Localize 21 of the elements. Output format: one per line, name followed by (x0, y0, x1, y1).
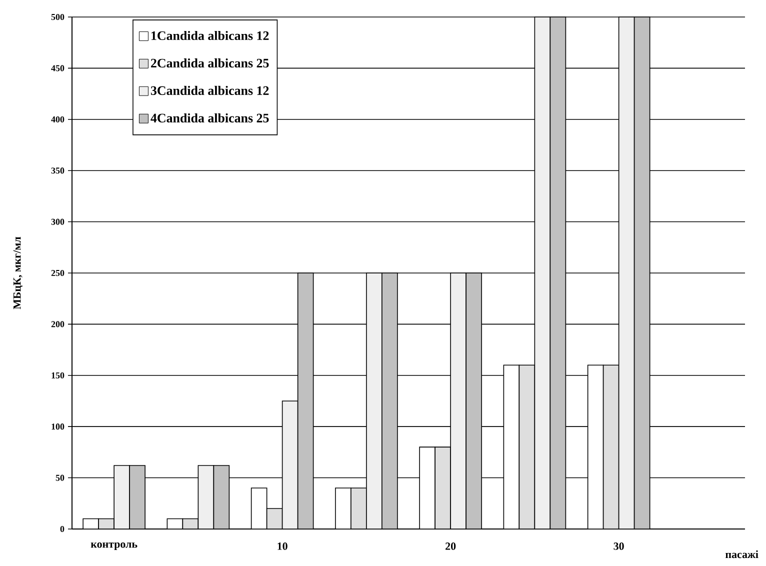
legend-label: 3Candida albicans 12 (150, 86, 269, 95)
y-axis-title: МБцК, мкг/мл (13, 236, 23, 310)
y-tick-label: 450 (51, 65, 64, 72)
y-tick-label: 400 (51, 116, 64, 122)
legend-label: 4Candida albicans 25 (150, 113, 269, 122)
y-tick-label: 200 (51, 321, 64, 328)
y-tick-label: 350 (51, 168, 64, 174)
x-tick-label: контроль (90, 542, 138, 550)
x-tick-label: 30 (614, 542, 624, 550)
x-tick-label: 10 (278, 542, 288, 550)
y-tick-label: 150 (52, 372, 64, 378)
x-axis-title: пасажі (726, 550, 758, 558)
y-tick-label: 0 (60, 526, 64, 532)
legend-label: 2Candida albicans 25 (151, 58, 269, 68)
y-tick-label: 500 (51, 14, 64, 20)
y-tick-label: 250 (51, 270, 64, 276)
y-tick-label: 100 (52, 424, 64, 430)
legend-label: 1Candida albicans 12 (151, 30, 269, 40)
x-tick-label: 20 (446, 542, 456, 550)
y-tick-label: 50 (56, 474, 64, 481)
y-tick-label: 300 (51, 218, 64, 225)
